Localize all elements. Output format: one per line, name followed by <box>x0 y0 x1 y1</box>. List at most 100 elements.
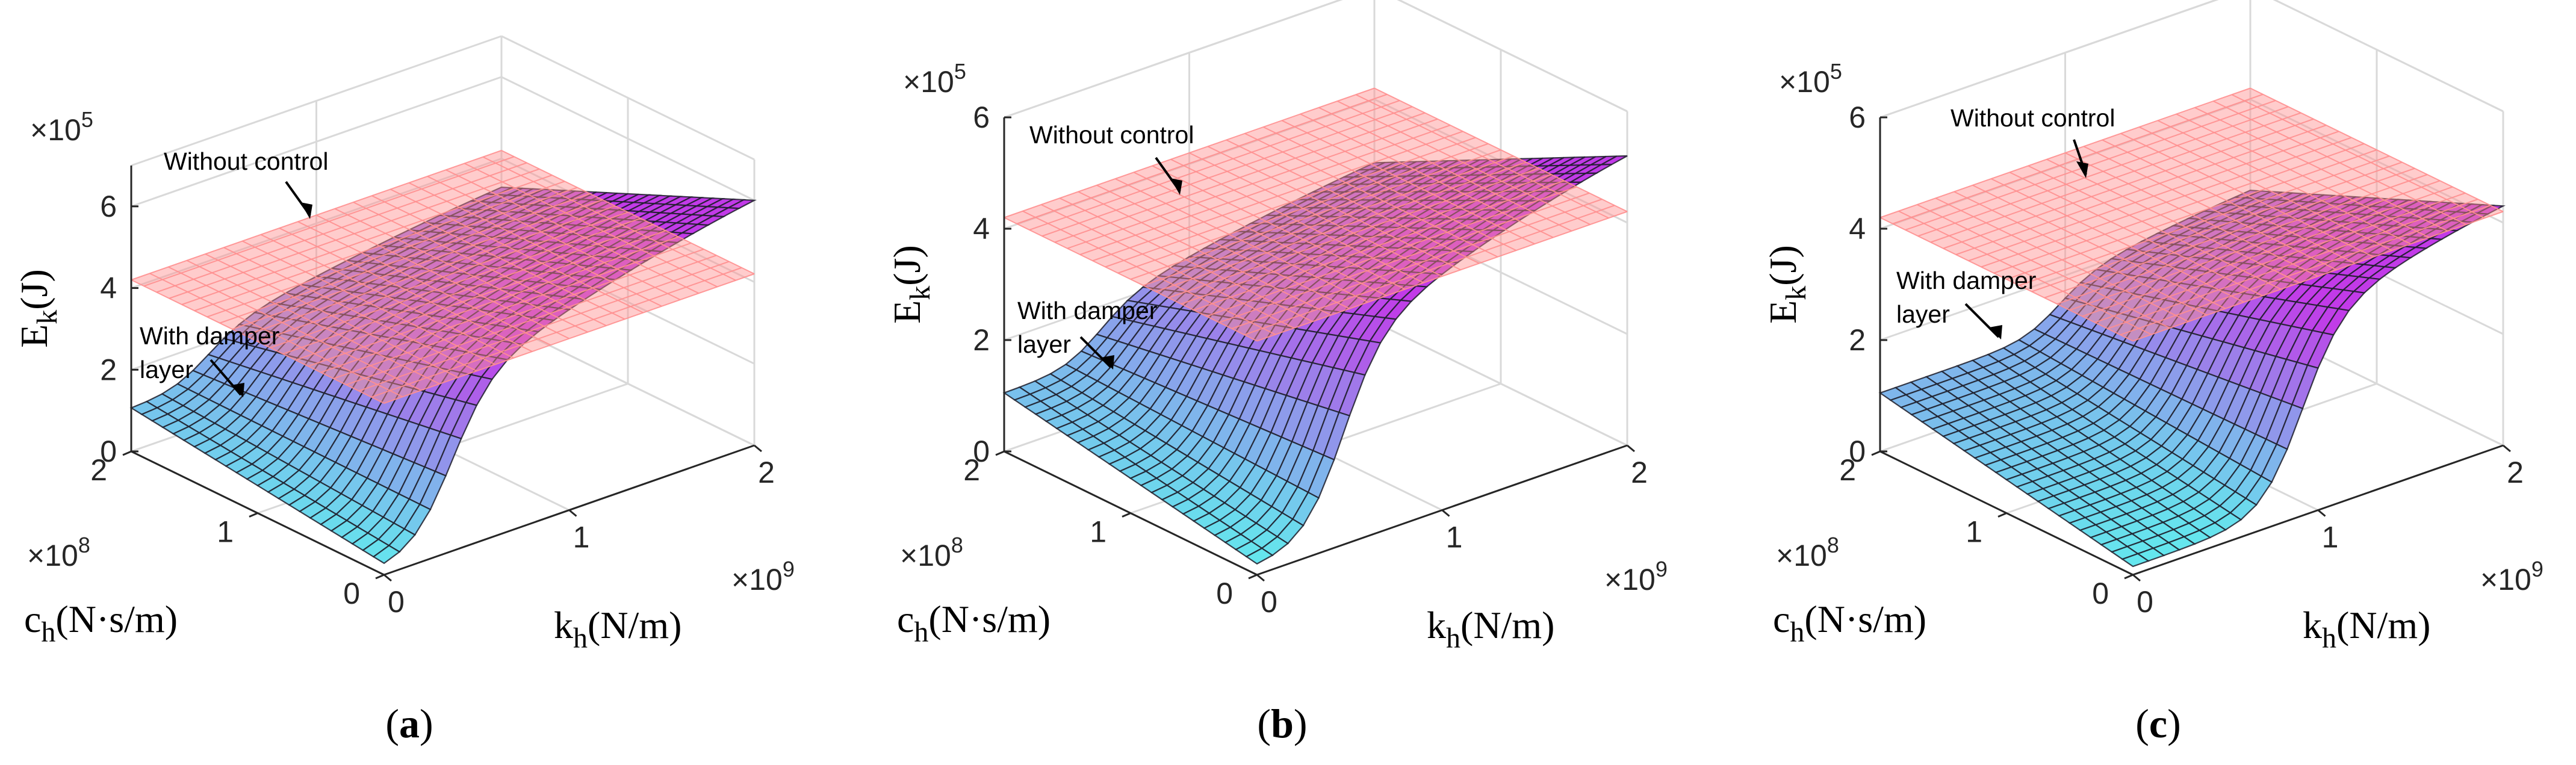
arrowhead-with-damper <box>1101 355 1114 370</box>
y-tick <box>1871 450 1881 456</box>
z-axis-label: Ek(J) <box>13 269 63 348</box>
x-tick <box>2503 444 2511 453</box>
x-tick-label: 2 <box>758 456 775 489</box>
x-tick <box>1627 444 1635 453</box>
grid-line <box>1004 0 1628 119</box>
arrowhead-with-damper <box>231 383 244 397</box>
z-tick-label: 4 <box>1849 212 1866 246</box>
y-multiplier-exp: 8 <box>1827 533 1839 557</box>
plane-grid <box>244 205 616 336</box>
plane-grid <box>1355 94 1609 219</box>
y-tick-label: 2 <box>90 453 107 487</box>
z-multiplier-base: ×10 <box>30 113 81 147</box>
z-multiplier-base: ×10 <box>1779 65 1830 99</box>
y-multiplier-exp: 8 <box>78 533 90 557</box>
plane-grid <box>482 156 736 281</box>
annotation-without-control: Without control <box>1029 121 1194 149</box>
y-axis-label-text: ch(N·s/m) <box>24 598 178 648</box>
z-tick-label: 2 <box>100 353 117 386</box>
plane-grid <box>1067 118 1438 249</box>
x-axis-label: kh(N/m) <box>2303 604 2430 654</box>
y-multiplier-base: ×10 <box>27 539 78 572</box>
box-edge <box>131 35 502 167</box>
caption-close: ) <box>1294 701 1308 746</box>
caption-letter: b <box>1271 701 1294 746</box>
z-axis-label-text: Ek(J) <box>886 245 936 324</box>
x-axis-label-main: k <box>1427 604 1446 646</box>
plane-grid <box>1105 137 1476 268</box>
grid-line <box>131 76 755 208</box>
y-tick <box>1122 512 1131 518</box>
x-axis-label-text: kh(N/m) <box>1427 604 1554 654</box>
x-axis-label-main: k <box>2303 604 2322 646</box>
plane-grid <box>1117 143 1489 274</box>
y-axis-label-sub: h <box>1790 616 1804 648</box>
x-multiplier-exp: 9 <box>1656 557 1668 581</box>
surface-patch <box>372 545 401 565</box>
x-multiplier-base: ×10 <box>2480 563 2531 596</box>
z-axis-label-main: E <box>13 324 55 348</box>
y-multiplier-base: ×10 <box>1776 539 1827 572</box>
z-multiplier-base: ×10 <box>903 65 954 99</box>
annotation-with-damper: With damper <box>140 322 279 350</box>
x-axis-label-sub: h <box>1446 622 1460 654</box>
annotation-layer: layer <box>1896 300 1950 328</box>
x-multiplier-exp: 9 <box>2531 557 2543 581</box>
annotation-with-damper: With damper <box>1017 297 1157 324</box>
plane-grid <box>169 168 540 299</box>
x-tick-label: 1 <box>1446 521 1463 554</box>
plane-grid <box>1374 87 1628 212</box>
plane-without-control <box>1004 87 1628 342</box>
x-tick-label: 0 <box>1261 585 1277 619</box>
plane-grid <box>1244 132 1498 258</box>
x-multiplier: ×109 <box>1604 557 1668 596</box>
z-axis-label-text: Ek(J) <box>1761 245 1812 324</box>
z-tick-label: 6 <box>973 101 990 134</box>
y-multiplier: ×108 <box>900 533 963 572</box>
z-multiplier: ×105 <box>903 59 966 99</box>
x-multiplier-base: ×10 <box>1604 563 1656 596</box>
x-multiplier-base: ×10 <box>731 563 783 596</box>
plane-grid <box>1337 101 1591 225</box>
x-tick-label: 1 <box>2322 521 2339 554</box>
z-tick-label: 2 <box>973 323 990 357</box>
caption-close: ) <box>420 701 433 746</box>
plane-grid <box>1263 126 1516 251</box>
caption-letter: c <box>2149 701 2167 746</box>
z-tick-label: 0 <box>1849 435 1866 468</box>
x-axis-label-tail: (N/m) <box>2336 604 2430 646</box>
plane-without-control <box>131 150 755 404</box>
x-tick <box>2132 574 2141 582</box>
plane-grid <box>1041 106 1413 237</box>
y-multiplier-base: ×10 <box>900 539 951 572</box>
y-tick-label: 0 <box>1216 577 1233 610</box>
y-axis-label-tail: (N·s/m) <box>1804 598 1926 640</box>
y-axis-label: ch(N·s/m) <box>897 598 1051 648</box>
z-tick-label: 4 <box>973 212 990 246</box>
x-axis-label-tail: (N/m) <box>1460 604 1554 646</box>
annotation-layer: layer <box>1017 330 1071 358</box>
y-tick-label: 0 <box>343 577 360 610</box>
plane-grid <box>445 169 700 294</box>
x-tick <box>1441 509 1450 517</box>
z-multiplier: ×105 <box>30 107 93 147</box>
box-edge <box>1879 0 2219 119</box>
arrow-with-damper <box>1079 336 1112 368</box>
x-multiplier-exp: 9 <box>783 557 795 581</box>
caption: (a) <box>385 701 433 746</box>
y-axis-label-main: c <box>24 598 41 640</box>
plane-grid <box>257 211 628 342</box>
arrowhead-without-control <box>300 202 312 219</box>
y-tick <box>2124 574 2134 580</box>
z-axis-label-tail: (J) <box>1761 245 1804 286</box>
x-multiplier: ×109 <box>731 557 795 596</box>
box-edge <box>2273 0 2504 113</box>
z-axis-label-sub: k <box>1780 286 1812 300</box>
y-tick <box>1248 574 1258 580</box>
z-axis-label-text: Ek(J) <box>13 269 63 348</box>
x-multiplier: ×109 <box>2480 557 2543 596</box>
